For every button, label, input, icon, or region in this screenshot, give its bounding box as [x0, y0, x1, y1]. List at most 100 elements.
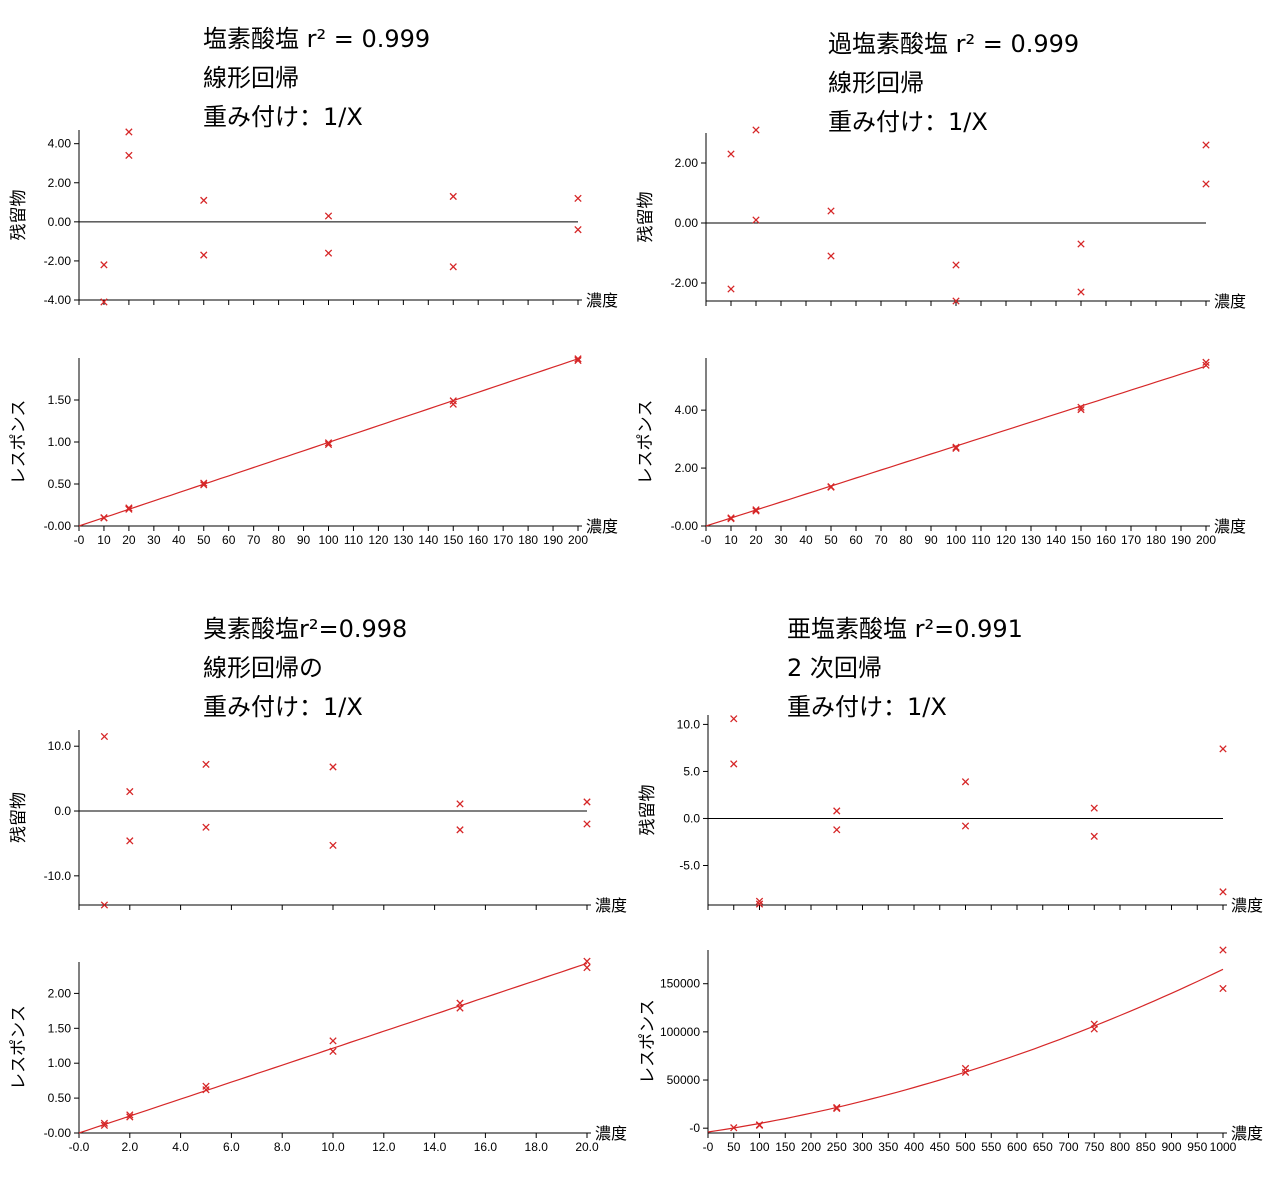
calibration-x-tick-label: 100: [749, 1140, 769, 1154]
calibration-point: [200, 479, 208, 487]
calibration-x-tick-label: 80: [272, 533, 286, 547]
calibration-x-tick-label: 4.0: [172, 1140, 189, 1154]
calibration-x-tick-label: 40: [799, 533, 813, 547]
calibration-point: [755, 1121, 764, 1129]
calibration-x-tick-label: 70: [874, 533, 888, 547]
residual-point: [727, 285, 735, 293]
calibration-x-tick-label: 170: [493, 533, 513, 547]
calibration-x-tick-label: 110: [344, 533, 363, 547]
residual-point: [833, 826, 841, 834]
calibration-point: [1202, 358, 1210, 367]
calibration-point: [200, 481, 208, 489]
residual-y-tick-label: 5.0: [683, 764, 700, 778]
calibration-x-tick-label: 130: [393, 533, 413, 547]
calibration-x-tick-label: 10.0: [321, 1140, 345, 1154]
calibration-x-tick-label: 18.0: [525, 1140, 549, 1154]
residual-y-tick-label: 10.0: [48, 739, 72, 753]
calibration-x-tick-label: 550: [981, 1140, 1001, 1154]
calibration-x-tick-label: -0: [74, 533, 85, 547]
residual-point: [1202, 180, 1210, 188]
calibration-point: [583, 957, 591, 965]
calibration-plot: -0.0 2.0 4.0 6.0 8.0 10.0 12.0 14.0 16.0 18.0 20.0…: [9, 957, 627, 1154]
calibration-y-tick-label: 50000: [667, 1073, 701, 1087]
calibration-x-tick-label: 16.0: [474, 1140, 498, 1154]
calibration-x-tick-label: 800: [1110, 1140, 1130, 1154]
residual-point: [324, 212, 333, 220]
calibration-point: [1077, 403, 1085, 411]
chart-title-line: 重み付け：1/X: [203, 103, 363, 131]
residual-point: [125, 128, 133, 136]
chart-title-line: 臭素酸塩r²=0.998: [203, 615, 407, 643]
calibration-y-tick-label: -0.00: [44, 519, 72, 533]
residual-y-tick-label: 0.00: [675, 216, 699, 230]
calibration-point: [574, 355, 582, 363]
calibration-point: [329, 1037, 337, 1045]
calibration-x-tick-label: 50: [197, 533, 211, 547]
calibration-point: [125, 505, 133, 513]
residual-y-label: 残留物: [638, 785, 658, 836]
residual-y-tick-label: 0.0: [683, 811, 700, 825]
chart-title-line: 重み付け：1/X: [203, 693, 363, 721]
calibration-x-tick-label: 80: [899, 533, 913, 547]
calibration-y-tick-label: 0.50: [48, 477, 72, 491]
calibration-x-tick-label: -0.0: [69, 1140, 90, 1154]
calibration-x-tick-label: 150: [443, 533, 463, 547]
calibration-point: [449, 400, 457, 408]
calibration-x-tick-label: 70: [247, 533, 261, 547]
calibration-x-label: 濃度: [595, 1124, 627, 1143]
residual-y-tick-label: 4.00: [48, 137, 72, 151]
calibration-x-tick-label: 6.0: [223, 1140, 240, 1154]
residual-point: [1219, 888, 1227, 896]
calibration-point: [752, 506, 760, 514]
residual-point: [833, 807, 841, 815]
calibration-x-tick-label: 40: [172, 533, 186, 547]
calibration-point: [126, 1111, 134, 1119]
residual-point: [449, 192, 457, 201]
calibration-x-tick-label: 400: [904, 1140, 924, 1154]
calibration-point: [125, 504, 133, 512]
residual-y-tick-label: 0.00: [48, 215, 72, 229]
calibration-point: [730, 1124, 738, 1132]
residual-y-label: 残留物: [9, 190, 29, 241]
calibration-y-tick-label: -0.00: [671, 519, 699, 533]
calibration-point: [100, 513, 108, 522]
calibration-x-tick-label: 500: [955, 1140, 975, 1154]
residual-point: [456, 800, 464, 808]
calibration-y-label: レスポンス: [638, 999, 658, 1084]
calibration-x-tick-label: 700: [1058, 1140, 1078, 1154]
calibration-y-tick-label: 2.00: [675, 461, 699, 475]
residual-point: [752, 216, 760, 224]
calibration-x-tick-label: 190: [543, 533, 563, 547]
residual-y-tick-label: -5.0: [679, 858, 700, 872]
calibration-x-tick-label: -0: [703, 1140, 714, 1154]
calibration-y-tick-label: 1.00: [48, 1056, 72, 1070]
residual-point: [126, 837, 134, 845]
residual-point: [827, 207, 835, 215]
calibration-x-tick-label: 60: [849, 533, 863, 547]
calibration-x-tick-label: 8.0: [274, 1140, 291, 1154]
residual-point: [1077, 240, 1085, 248]
calibration-point: [833, 1104, 841, 1113]
calibration-point: [827, 482, 835, 491]
residual-point: [1219, 745, 1227, 753]
calibration-point: [1219, 946, 1227, 954]
calibration-point: [1202, 361, 1210, 369]
chart-title-line: 2 次回帰: [787, 654, 882, 682]
calibration-point: [961, 1064, 970, 1073]
residual-point: [329, 841, 337, 850]
calibration-point: [1219, 984, 1227, 993]
calibration-point: [833, 1103, 841, 1112]
residual-point: [1090, 832, 1098, 840]
residual-x-label: 濃度: [1214, 292, 1246, 311]
residual-point: [200, 196, 208, 205]
calibration-x-tick-label: -0: [701, 533, 712, 547]
calibration-x-tick-label: 160: [1096, 533, 1116, 547]
calibration-point: [100, 1121, 109, 1129]
calibration-y-tick-label: 1.00: [48, 435, 72, 449]
calibration-x-tick-label: 180: [518, 533, 538, 547]
calibration-y-tick-label: 100000: [660, 1025, 700, 1039]
